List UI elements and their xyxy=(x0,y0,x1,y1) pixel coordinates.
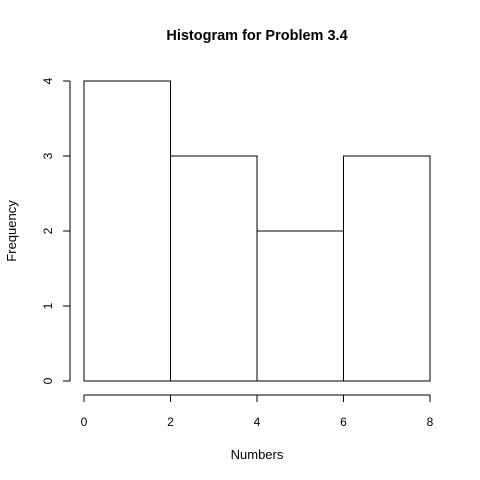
y-tick-label: 0 xyxy=(41,377,55,384)
x-tick-label: 6 xyxy=(340,415,347,429)
chart-title: Histogram for Problem 3.4 xyxy=(166,28,347,44)
x-tick-label: 4 xyxy=(254,415,261,429)
histogram-bar-0 xyxy=(83,80,171,382)
y-tick-label: 4 xyxy=(41,77,55,84)
y-axis-label: Frequency xyxy=(4,200,19,262)
x-tick-label: 0 xyxy=(81,415,88,429)
x-tick-label: 8 xyxy=(427,415,434,429)
y-tick-label: 2 xyxy=(41,227,55,234)
histogram-bar-1 xyxy=(170,155,258,382)
histogram-bar-3 xyxy=(343,155,431,382)
bars-group xyxy=(83,80,431,382)
y-axis: 0 1 2 3 4 xyxy=(41,77,71,384)
y-tick-label: 3 xyxy=(41,152,55,159)
y-tick-label: 1 xyxy=(41,302,55,309)
x-tick-label: 2 xyxy=(167,415,174,429)
histogram-bar-2 xyxy=(256,230,344,382)
x-axis: 0 2 4 6 8 xyxy=(81,394,434,429)
x-axis-label: Numbers xyxy=(231,447,284,462)
